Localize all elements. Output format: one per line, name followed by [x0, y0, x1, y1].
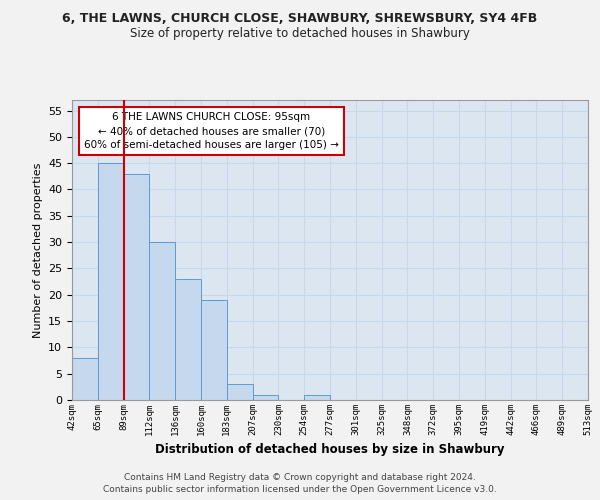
Text: 6 THE LAWNS CHURCH CLOSE: 95sqm
← 40% of detached houses are smaller (70)
60% of: 6 THE LAWNS CHURCH CLOSE: 95sqm ← 40% of… [84, 112, 339, 150]
Bar [72, 358, 98, 400]
Bar [304, 394, 330, 400]
Bar [175, 279, 201, 400]
Bar [227, 384, 253, 400]
Bar [149, 242, 175, 400]
Text: Contains public sector information licensed under the Open Government Licence v3: Contains public sector information licen… [103, 485, 497, 494]
Text: 6, THE LAWNS, CHURCH CLOSE, SHAWBURY, SHREWSBURY, SY4 4FB: 6, THE LAWNS, CHURCH CLOSE, SHAWBURY, SH… [62, 12, 538, 26]
Text: Size of property relative to detached houses in Shawbury: Size of property relative to detached ho… [130, 28, 470, 40]
Y-axis label: Number of detached properties: Number of detached properties [32, 162, 43, 338]
Bar [201, 300, 227, 400]
Text: Distribution of detached houses by size in Shawbury: Distribution of detached houses by size … [155, 442, 505, 456]
Bar [98, 163, 124, 400]
Text: Contains HM Land Registry data © Crown copyright and database right 2024.: Contains HM Land Registry data © Crown c… [124, 472, 476, 482]
Bar [253, 394, 278, 400]
Bar [124, 174, 149, 400]
